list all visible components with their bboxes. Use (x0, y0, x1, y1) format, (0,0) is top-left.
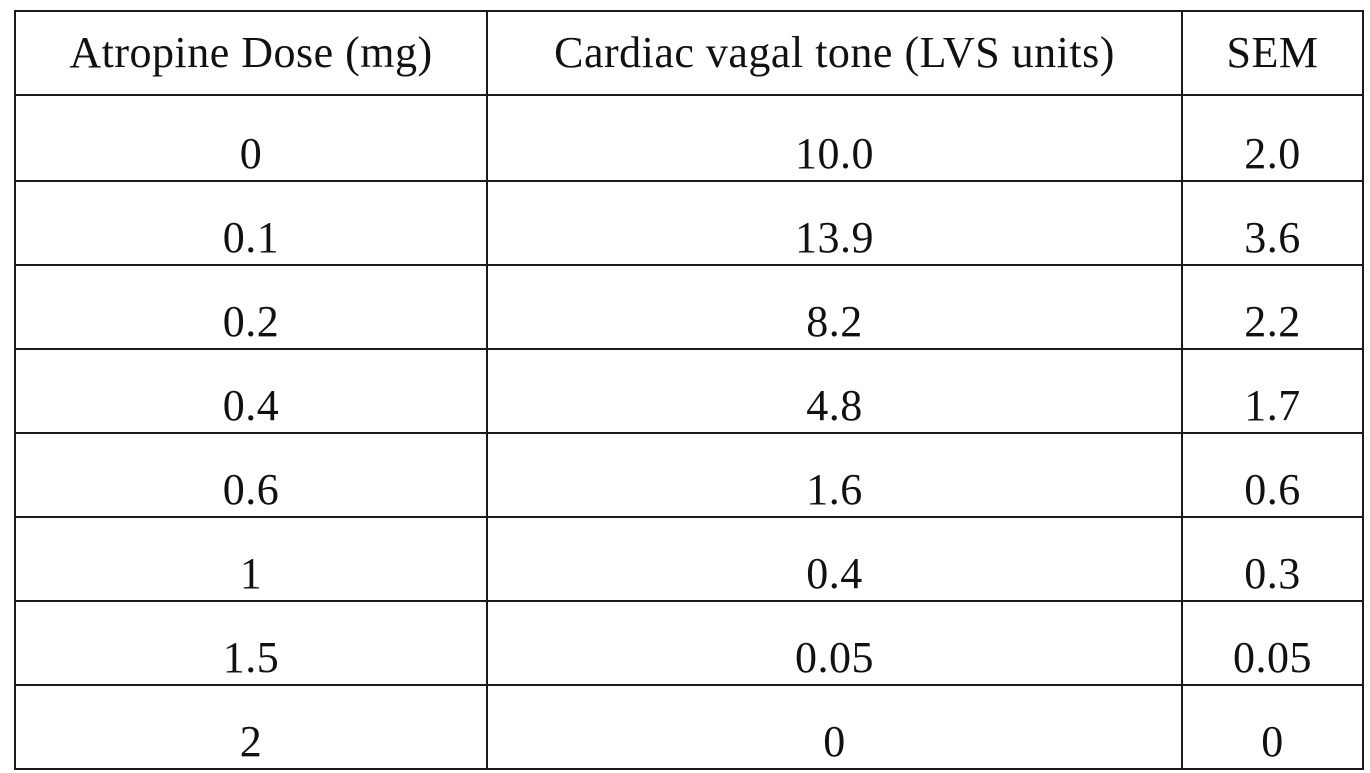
table-row: 1.5 0.05 0.05 (15, 601, 1363, 685)
cell-sem: 3.6 (1182, 181, 1363, 265)
header-row: Atropine Dose (mg) Cardiac vagal tone (L… (15, 11, 1363, 95)
header-cardiac-vagal-tone: Cardiac vagal tone (LVS units) (487, 11, 1182, 95)
cell-vagal-tone: 0.4 (487, 517, 1182, 601)
cell-dose: 0.1 (15, 181, 487, 265)
cell-vagal-tone: 8.2 (487, 265, 1182, 349)
cell-vagal-tone: 0 (487, 685, 1182, 769)
cell-vagal-tone: 0.05 (487, 601, 1182, 685)
cell-dose: 0.6 (15, 433, 487, 517)
cell-sem: 0.05 (1182, 601, 1363, 685)
atropine-dose-table: Atropine Dose (mg) Cardiac vagal tone (L… (14, 10, 1364, 770)
cell-dose: 1.5 (15, 601, 487, 685)
table-row: 1 0.4 0.3 (15, 517, 1363, 601)
table-body: 0 10.0 2.0 0.1 13.9 3.6 0.2 8.2 2.2 0.4 … (15, 95, 1363, 769)
table-row: 2 0 0 (15, 685, 1363, 769)
table-row: 0.4 4.8 1.7 (15, 349, 1363, 433)
cell-dose: 0 (15, 95, 487, 181)
cell-sem: 0.3 (1182, 517, 1363, 601)
cell-dose: 0.2 (15, 265, 487, 349)
table-row: 0.1 13.9 3.6 (15, 181, 1363, 265)
header-atropine-dose: Atropine Dose (mg) (15, 11, 487, 95)
table-row: 0.6 1.6 0.6 (15, 433, 1363, 517)
header-sem: SEM (1182, 11, 1363, 95)
cell-sem: 2.2 (1182, 265, 1363, 349)
cell-sem: 0 (1182, 685, 1363, 769)
cell-dose: 1 (15, 517, 487, 601)
cell-vagal-tone: 13.9 (487, 181, 1182, 265)
cell-sem: 1.7 (1182, 349, 1363, 433)
table-header: Atropine Dose (mg) Cardiac vagal tone (L… (15, 11, 1363, 95)
cell-vagal-tone: 10.0 (487, 95, 1182, 181)
cell-dose: 2 (15, 685, 487, 769)
cell-sem: 2.0 (1182, 95, 1363, 181)
cell-vagal-tone: 1.6 (487, 433, 1182, 517)
cell-vagal-tone: 4.8 (487, 349, 1182, 433)
cell-sem: 0.6 (1182, 433, 1363, 517)
table-row: 0.2 8.2 2.2 (15, 265, 1363, 349)
cell-dose: 0.4 (15, 349, 487, 433)
table-row: 0 10.0 2.0 (15, 95, 1363, 181)
